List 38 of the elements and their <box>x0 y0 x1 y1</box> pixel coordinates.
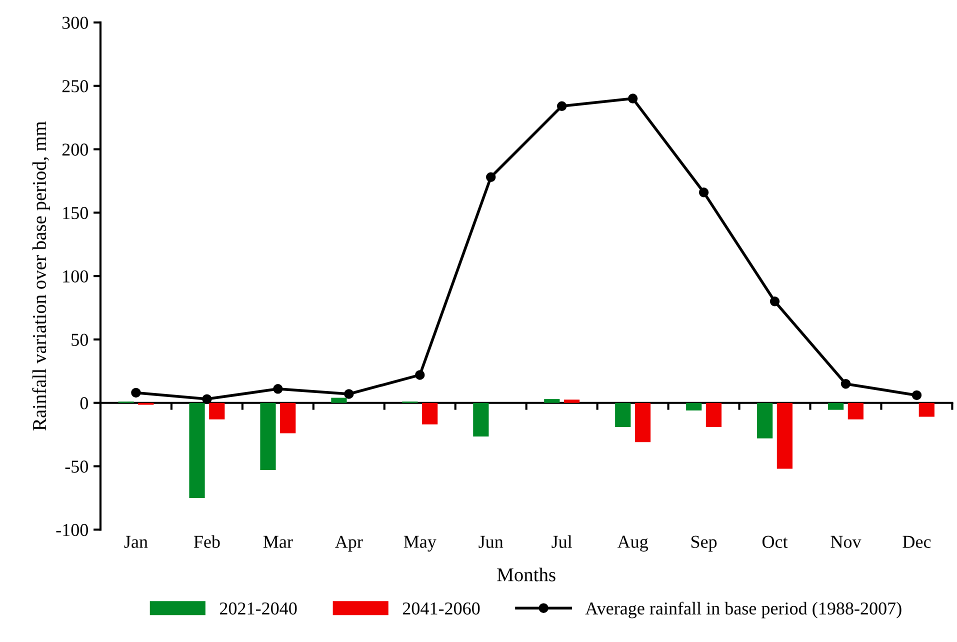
x-tick-label: Feb <box>194 535 220 548</box>
y-tick-label: -50 <box>65 460 88 473</box>
point <box>273 384 283 394</box>
x-tick-label: Aug <box>617 536 648 552</box>
y-tick-label: 150 <box>63 206 88 220</box>
point <box>415 370 425 380</box>
x-tick-label: Mar <box>263 536 293 548</box>
point <box>912 390 922 400</box>
y-tick-label: 200 <box>62 144 88 156</box>
point <box>202 394 212 404</box>
point <box>556 101 567 112</box>
legend-label: Average rainfall in base period (1988-2007) <box>585 602 902 618</box>
y-tick-label: -100 <box>56 524 88 536</box>
x-tick-label: Jul <box>552 535 572 548</box>
y-tick-label: 300 <box>62 16 88 29</box>
point <box>840 378 851 389</box>
point <box>770 296 780 306</box>
x-tick-label: Jan <box>124 536 148 548</box>
x-tick-label: Jun <box>478 536 504 548</box>
x-axis-title: Months <box>497 568 556 582</box>
x-tick-label: Nov <box>830 536 862 548</box>
x-tick-label: Dec <box>902 536 931 548</box>
point <box>698 188 709 198</box>
point <box>344 389 354 399</box>
legend-label: 2021-2040 <box>220 602 297 615</box>
x-tick-label: May <box>404 536 436 552</box>
y-tick-label: 0 <box>80 397 88 410</box>
y-axis-title: Rainfall variation over base period, mm <box>32 121 50 430</box>
y-tick-label: 50 <box>72 334 88 346</box>
legend-label: 2041-2060 <box>402 602 480 615</box>
x-tick-label: Sep <box>691 536 717 552</box>
x-tick-label: Apr <box>335 536 363 552</box>
point <box>486 172 496 182</box>
x-tick-label: Oct <box>762 536 788 548</box>
y-tick-label: 250 <box>62 80 88 92</box>
point <box>628 94 638 104</box>
point <box>131 388 141 398</box>
y-tick-label: 100 <box>63 270 88 282</box>
